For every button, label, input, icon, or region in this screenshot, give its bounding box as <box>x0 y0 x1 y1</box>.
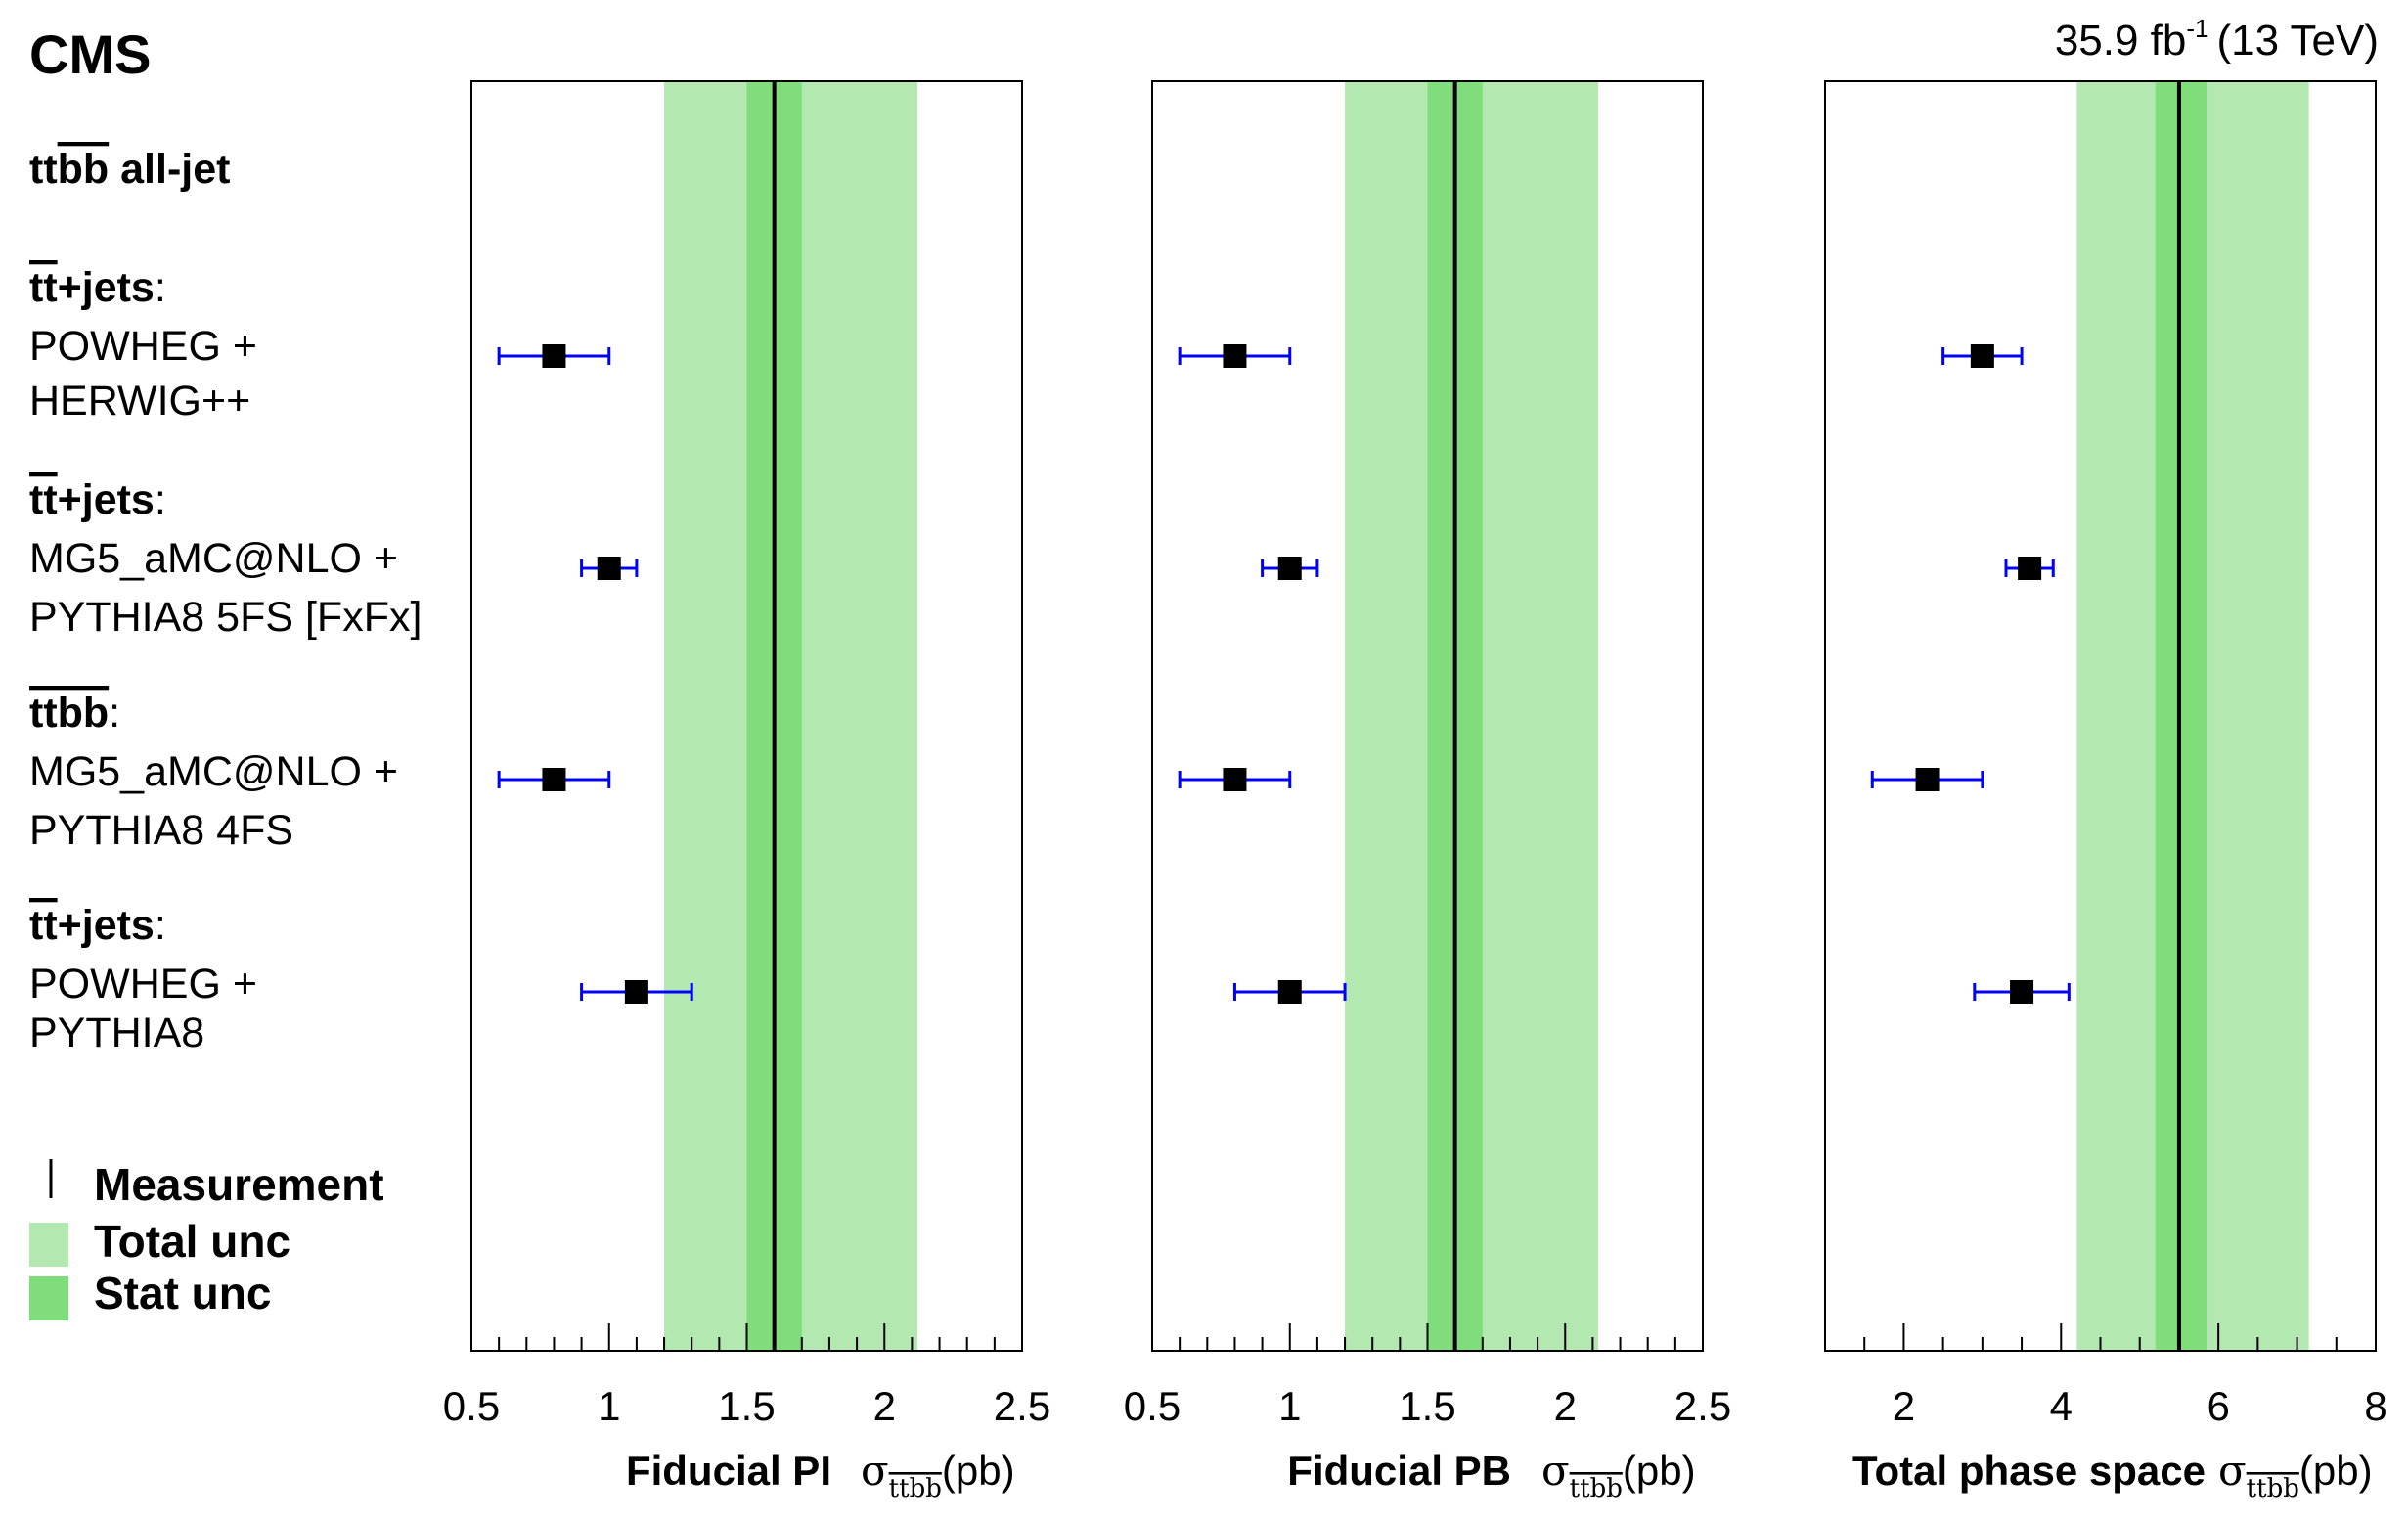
axis-title: Fiducial PI <box>626 1448 831 1494</box>
prediction-process-name: tt <box>29 476 58 523</box>
luminosity-energy: (13 TeV) <box>2217 17 2380 65</box>
prediction-generator-line: MG5_aMC@NLO + <box>29 535 398 582</box>
prediction-point <box>1973 980 2071 1004</box>
prediction-point <box>1261 557 1319 580</box>
prediction-process-colon: : <box>109 690 120 737</box>
axis-sigma-symbol: σ <box>1541 1447 1570 1495</box>
prediction-generator-line: POWHEG + <box>29 323 257 370</box>
axis-sigma-symbol: σ <box>2218 1447 2247 1495</box>
prediction-process-rest: +jets <box>58 476 155 523</box>
prediction-process-colon: : <box>155 264 166 311</box>
luminosity-value: 35.9 fb <box>2055 17 2187 65</box>
prediction-labels: ttbb all-jet tt+jets:POWHEG +HERWIG++tt+… <box>29 146 422 1056</box>
axis-unit: (pb) <box>2299 1448 2373 1494</box>
prediction-process-label: tt+jets: <box>29 264 166 311</box>
process-label-rest: all-jet <box>109 146 230 193</box>
prediction-marker <box>1223 768 1247 791</box>
legend-total-label: Total unc <box>94 1216 290 1267</box>
legend-total-swatch <box>29 1223 68 1267</box>
tick-label: 2 <box>873 1383 896 1429</box>
prediction-process-name: tt <box>29 902 58 949</box>
prediction-marker <box>1970 344 1994 368</box>
prediction-process-colon: : <box>155 476 166 523</box>
panel-fiducial-pb: 0.5 1 1.5 2 2.5 Fiducial PB σttbb(pb) <box>1124 80 1731 1503</box>
prediction-point <box>580 980 693 1004</box>
luminosity-exponent: -1 <box>2186 14 2208 43</box>
tick-label: 2.5 <box>994 1383 1050 1429</box>
prediction-marker <box>1223 344 1247 368</box>
prediction-point <box>1178 344 1292 368</box>
axis-title: Fiducial PB <box>1287 1448 1511 1494</box>
tick-label: 6 <box>2207 1383 2229 1429</box>
prediction-process-label: tt+jets: <box>29 902 166 949</box>
prediction-point <box>1178 768 1292 791</box>
axis-title: Total phase space <box>1852 1448 2206 1494</box>
tick-label: 1.5 <box>718 1383 775 1429</box>
tick-label: 1.5 <box>1399 1383 1455 1429</box>
prediction-point <box>497 768 611 791</box>
legend-stat-label: Stat unc <box>94 1268 271 1319</box>
axis-unit: (pb) <box>1623 1448 1696 1494</box>
tick-label: 0.5 <box>1124 1383 1181 1429</box>
prediction-point <box>497 344 611 368</box>
process-label-prefix: tt <box>29 146 58 193</box>
stat-uncertainty-band <box>2155 81 2207 1351</box>
tick-label: 8 <box>2364 1383 2386 1429</box>
process-label-suffix: bb <box>58 146 110 193</box>
prediction-marker <box>597 557 621 580</box>
axis-quantity: σttbb(pb) <box>861 1447 1015 1503</box>
tick-label: 1 <box>1278 1383 1301 1429</box>
axis-sigma-subscript: ttbb <box>1570 1474 1623 1503</box>
axis-sigma-symbol: σ <box>861 1447 889 1495</box>
prediction-marker <box>1277 557 1302 580</box>
panel-total-phase-space: 2 4 6 8 Total phase space σttbb(pb) <box>1824 80 2387 1503</box>
axis-unit: (pb) <box>942 1448 1015 1494</box>
prediction-point <box>1941 344 2024 368</box>
prediction-process-colon: : <box>155 902 166 949</box>
prediction-point <box>1870 768 1984 791</box>
prediction-generator-line: PYTHIA8 4FS <box>29 807 293 854</box>
prediction-point <box>2004 557 2055 580</box>
tick-label: 1 <box>598 1383 620 1429</box>
prediction-point <box>580 557 639 580</box>
prediction-marker <box>542 768 566 791</box>
legend-measurement-label: Measurement <box>94 1159 384 1210</box>
tick-label: 2 <box>1893 1383 1915 1429</box>
tick-label: 2.5 <box>1674 1383 1731 1429</box>
prediction-process-name: tt <box>29 264 58 311</box>
prediction-generator-line: PYTHIA8 <box>29 1009 204 1056</box>
prediction-process-label: ttbb: <box>29 690 120 737</box>
prediction-generator-line: PYTHIA8 5FS [FxFx] <box>29 594 422 641</box>
legend: Measurement Total unc Stat unc <box>29 1159 384 1320</box>
prediction-marker <box>2018 557 2042 580</box>
prediction-generator-line: POWHEG + <box>29 961 257 1007</box>
tick-label: 4 <box>2050 1383 2073 1429</box>
legend-stat-swatch <box>29 1276 68 1320</box>
prediction-process-label: tt+jets: <box>29 476 166 523</box>
prediction-generator-line: HERWIG++ <box>29 378 250 425</box>
prediction-marker <box>624 980 648 1004</box>
prediction-marker <box>1915 768 1940 791</box>
prediction-marker <box>542 344 566 368</box>
prediction-process-rest: +jets <box>58 902 155 949</box>
axis-sigma-subscript: ttbb <box>889 1474 942 1503</box>
prediction-process-name: ttbb <box>29 690 109 737</box>
prediction-generator-line: MG5_aMC@NLO + <box>29 748 398 795</box>
axis-quantity: σttbb(pb) <box>2218 1447 2373 1503</box>
tick-label: 2 <box>1554 1383 1577 1429</box>
luminosity-label: 35.9 fb-1 (13 TeV) <box>2055 14 2379 65</box>
axis-sigma-subscript: ttbb <box>2247 1474 2299 1503</box>
prediction-point <box>1232 980 1347 1004</box>
process-label: ttbb all-jet <box>29 146 230 193</box>
axis-quantity: σttbb(pb) <box>1541 1447 1696 1503</box>
prediction-marker <box>2010 980 2034 1004</box>
prediction-process-rest: +jets <box>58 264 155 311</box>
tick-label: 0.5 <box>443 1383 500 1429</box>
panel-fiducial-pi: 0.5 1 1.5 2 2.5 Fiducial PI σttbb(pb) <box>443 80 1050 1503</box>
experiment-label: CMS <box>29 23 151 85</box>
prediction-marker <box>1277 980 1302 1004</box>
